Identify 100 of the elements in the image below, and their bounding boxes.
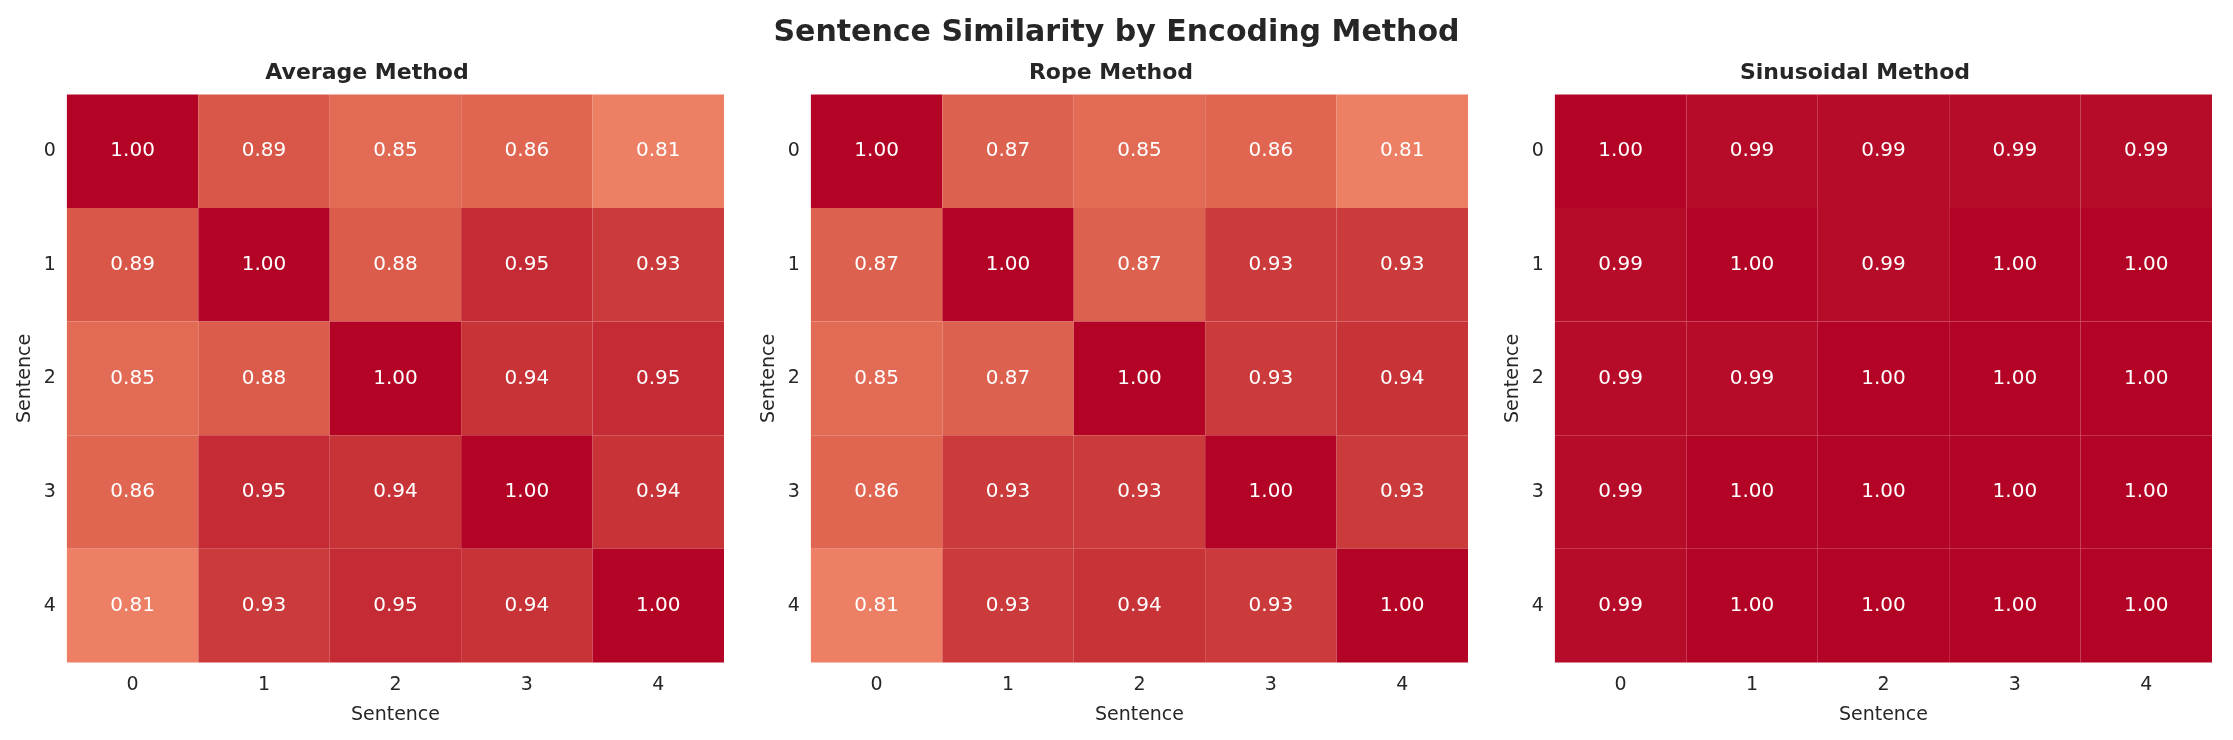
- data-label: 1.00: [1992, 591, 2038, 616]
- data-label: 0.94: [504, 591, 550, 616]
- data-label: 1.00: [1729, 478, 1775, 503]
- data-label: 0.99: [1992, 137, 2038, 162]
- data-label: 0.88: [241, 364, 287, 389]
- x-axis-title: Sentence: [1094, 701, 1184, 724]
- text: Sentence Similarity by Encoding Method: [772, 11, 1461, 50]
- data-label: 1.00: [1248, 478, 1294, 503]
- x-tick-label: 4: [652, 671, 665, 694]
- y-tick-label: 4: [787, 592, 800, 615]
- data-label: 0.95: [636, 364, 681, 389]
- data-label: 0.94: [1117, 591, 1162, 616]
- data-label: 0.85: [854, 364, 899, 389]
- data-label: 0.93: [1380, 251, 1425, 275]
- y-tick-label: 0: [787, 138, 800, 161]
- y-tick-label: 2: [1531, 365, 1544, 388]
- data-label: 1.00: [1992, 251, 2038, 275]
- y-tick-label: 1: [1531, 251, 1544, 274]
- data-label: 0.81: [636, 137, 681, 162]
- data-label: 0.93: [1248, 251, 1294, 275]
- y-tick-label: 2: [787, 365, 800, 388]
- data-label: 0.99: [1598, 591, 1643, 616]
- data-label: 1.00: [504, 478, 550, 503]
- data-label: 1.00: [1117, 364, 1162, 389]
- data-label: 0.93: [1380, 478, 1425, 503]
- y-tick-label: 0: [43, 138, 56, 161]
- chart-title: Sinusoidal Method: [1739, 58, 1971, 84]
- data-label: 0.86: [504, 137, 550, 162]
- y-tick-label: 3: [43, 478, 56, 501]
- y-axis-title: Sentence: [12, 333, 35, 423]
- data-label: 0.95: [373, 591, 418, 616]
- x-tick-label: 2: [389, 671, 402, 694]
- data-label: 0.85: [1117, 137, 1162, 162]
- y-axis-title: Sentence: [1500, 333, 1523, 423]
- data-label: 0.89: [110, 251, 155, 275]
- data-label: 0.86: [854, 478, 899, 503]
- data-label: 1.00: [985, 251, 1031, 275]
- data-label: 1.00: [1992, 364, 2038, 389]
- data-label: 0.99: [1861, 137, 1906, 162]
- data-label: 0.86: [1248, 137, 1294, 162]
- data-label: 0.99: [1729, 364, 1775, 389]
- x-tick-label: 2: [1133, 671, 1146, 694]
- data-label: 1.00: [373, 364, 418, 389]
- data-label: 0.93: [1248, 364, 1294, 389]
- data-label: 0.93: [241, 591, 287, 616]
- data-label: 0.93: [985, 591, 1031, 616]
- data-label: 1.00: [110, 137, 155, 162]
- data-label: 0.89: [241, 137, 287, 162]
- y-tick-label: 3: [1531, 478, 1544, 501]
- data-label: 0.81: [1380, 137, 1425, 162]
- x-tick-label: 3: [1264, 671, 1277, 694]
- data-label: 1.00: [2124, 364, 2169, 389]
- data-label: 0.94: [373, 478, 418, 503]
- data-label: 0.99: [2124, 137, 2169, 162]
- y-axis-title: Sentence: [756, 333, 779, 423]
- y-tick-label: 0: [1531, 138, 1544, 161]
- data-label: 0.99: [1598, 478, 1643, 503]
- y-tick-label: 4: [43, 592, 56, 615]
- data-label: 1.00: [2124, 591, 2169, 616]
- y-tick-label: 1: [787, 251, 800, 274]
- x-tick-label: 1: [257, 671, 271, 694]
- data-label: 1.00: [636, 591, 681, 616]
- data-label: 0.99: [1598, 364, 1643, 389]
- data-label: 0.88: [373, 251, 418, 275]
- data-label: 0.87: [985, 137, 1031, 162]
- x-tick-label: 3: [520, 671, 533, 694]
- y-tick-label: 1: [43, 251, 56, 274]
- data-label: 0.85: [373, 137, 418, 162]
- data-label: 1.00: [854, 137, 899, 162]
- data-label: 1.00: [2124, 251, 2169, 275]
- data-label: 0.99: [1598, 251, 1643, 275]
- data-label: 0.94: [504, 364, 550, 389]
- data-label: 0.87: [1117, 251, 1162, 275]
- x-tick-label: 4: [1396, 671, 1409, 694]
- data-label: 1.00: [1861, 478, 1906, 503]
- x-tick-label: 4: [2140, 671, 2153, 694]
- data-label: 1.00: [1729, 251, 1775, 275]
- y-tick-label: 3: [787, 478, 800, 501]
- chart-title: Rope Method: [1028, 58, 1194, 84]
- data-label: 0.86: [110, 478, 155, 503]
- data-label: 0.93: [1248, 591, 1294, 616]
- x-tick-label: 2: [1877, 671, 1890, 694]
- x-tick-label: 3: [2008, 671, 2021, 694]
- data-label: 0.95: [241, 478, 287, 503]
- data-label: 1.00: [241, 251, 287, 275]
- data-label: 0.93: [636, 251, 681, 275]
- data-label: 0.95: [504, 251, 550, 275]
- data-label: 0.87: [854, 251, 899, 275]
- y-tick-label: 2: [43, 365, 56, 388]
- data-label: 1.00: [2124, 478, 2169, 503]
- data-label: 0.81: [110, 591, 155, 616]
- data-label: 0.85: [110, 364, 155, 389]
- x-tick-label: 1: [1001, 671, 1015, 694]
- y-tick-label: 4: [1531, 592, 1544, 615]
- data-label: 1.00: [1861, 364, 1906, 389]
- x-axis-title: Sentence: [350, 701, 440, 724]
- data-label: 0.99: [1729, 137, 1775, 162]
- data-label: 1.00: [1380, 591, 1425, 616]
- data-label: 0.94: [1380, 364, 1425, 389]
- data-label: 0.81: [854, 591, 899, 616]
